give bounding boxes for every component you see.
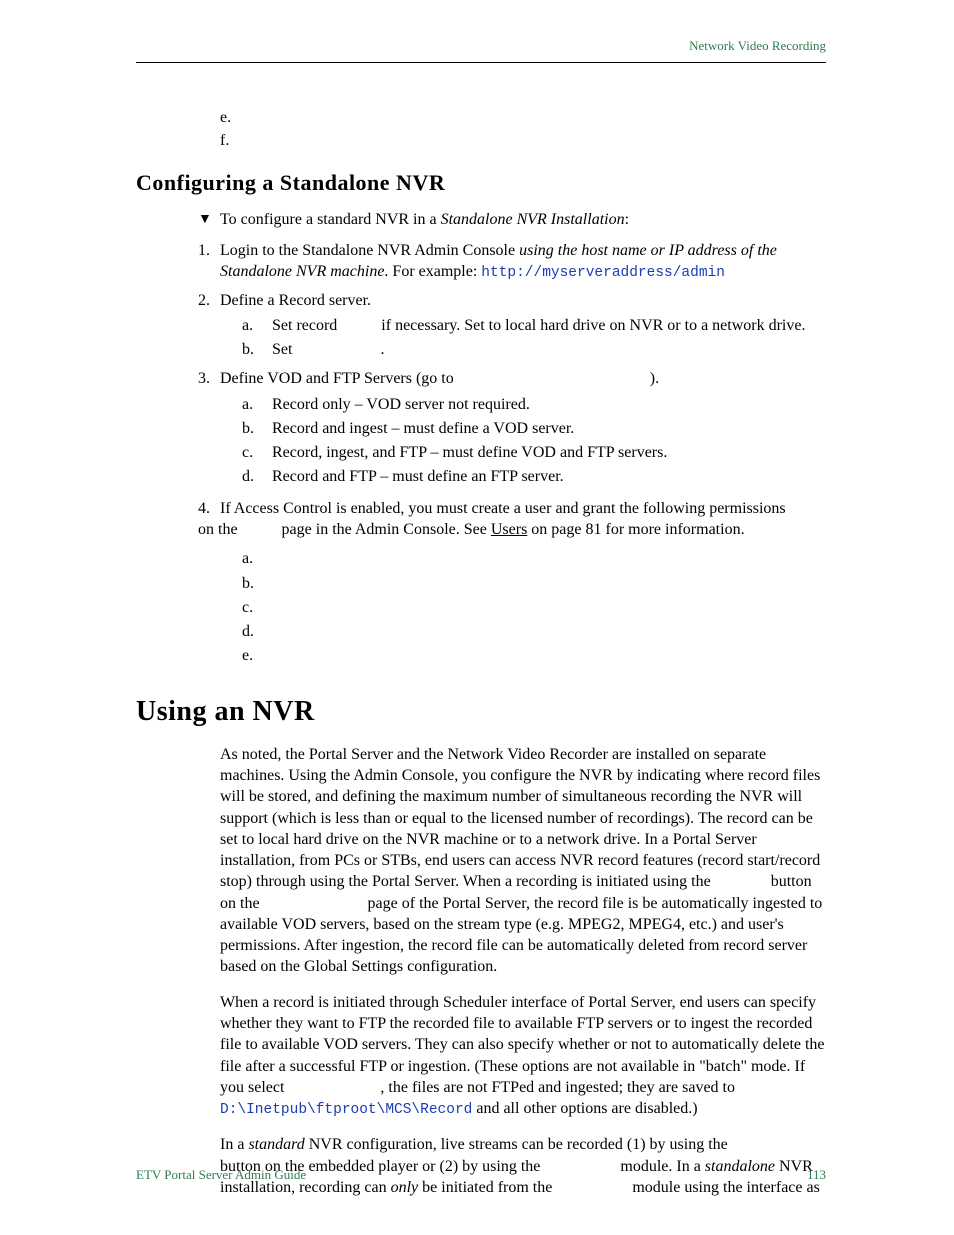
- text: As noted, the Portal Server and the Netw…: [220, 746, 826, 976]
- step4-line2: on the page in the Admin Console. See Us…: [198, 519, 826, 540]
- text: In a: [220, 1136, 248, 1153]
- step-number: 3.: [198, 368, 220, 491]
- alpha-marker: b.: [242, 339, 272, 360]
- paragraph-2: When a record is initiated through Sched…: [220, 992, 826, 1121]
- step-number: 1.: [198, 240, 220, 284]
- step-number: 2.: [198, 290, 220, 365]
- text: To configure a standard NVR in a: [220, 211, 441, 228]
- text: . For example:: [384, 263, 481, 280]
- step3-sublist: a.Record only – VOD server not required.…: [220, 394, 826, 488]
- pre-sub-list: e. f.: [220, 107, 826, 152]
- alpha-marker: e.: [242, 645, 272, 666]
- step-3: 3. Define VOD and FTP Servers (go to ). …: [198, 368, 826, 491]
- step-body: If Access Control is enabled, you must c…: [220, 498, 826, 519]
- url-text: http://myserveraddress/admin: [481, 265, 725, 281]
- footer: ETV Portal Server Admin Guide 113: [136, 1167, 826, 1183]
- step-4: 4. If Access Control is enabled, you mus…: [198, 498, 826, 667]
- alpha-marker: b.: [242, 573, 272, 594]
- list-marker: f.: [220, 130, 248, 151]
- step2-sublist: a.Set record if necessary. Set to local …: [220, 315, 826, 361]
- step-number: 4.: [198, 498, 220, 519]
- paragraph-1: As noted, the Portal Server and the Netw…: [220, 744, 826, 978]
- text: and all other options are disabled.): [472, 1100, 697, 1117]
- text: Define VOD and FTP Servers (go to ).: [220, 370, 659, 387]
- text: Login to the Standalone NVR Admin Consol…: [220, 242, 519, 259]
- page-number: 113: [807, 1167, 826, 1183]
- page: Network Video Recording e. f. Configurin…: [0, 0, 954, 1235]
- text-italic: standard: [248, 1136, 304, 1153]
- alpha-marker: a.: [242, 548, 272, 569]
- list-marker: e.: [220, 107, 248, 128]
- heading-using-nvr-wrap: Using an NVR: [136, 693, 826, 730]
- path-text: D:\Inetpub\ftproot\MCS\Record: [220, 1102, 472, 1118]
- alpha-marker: b.: [242, 418, 272, 439]
- heading-using-nvr: Using an NVR: [136, 693, 826, 730]
- step-body: Define a Record server. a.Set record if …: [220, 290, 826, 365]
- text: When a record is initiated through Sched…: [220, 994, 829, 1096]
- step4-sublist: a. b. c. d. e.: [220, 548, 826, 666]
- intro-text: To configure a standard NVR in a Standal…: [220, 209, 629, 230]
- text: Record and ingest – must define a VOD se…: [272, 418, 574, 439]
- text: Set record if necessary. Set to local ha…: [272, 315, 805, 336]
- procedure-intro: ▼ To configure a standard NVR in a Stand…: [198, 209, 826, 230]
- text: Record and FTP – must define an FTP serv…: [272, 466, 564, 487]
- text: :: [625, 211, 629, 228]
- running-head: Network Video Recording: [136, 38, 826, 62]
- text: Record, ingest, and FTP – must define VO…: [272, 442, 667, 463]
- text: on the page in the Admin Console. See: [198, 521, 491, 538]
- alpha-marker: c.: [242, 597, 272, 618]
- alpha-marker: a.: [242, 315, 272, 336]
- alpha-marker: d.: [242, 621, 272, 642]
- content-area: e. f. Configuring a Standalone NVR ▼ To …: [136, 107, 826, 1198]
- header-rule: [136, 62, 826, 63]
- alpha-marker: d.: [242, 466, 272, 487]
- step-body: Define VOD and FTP Servers (go to ). a.R…: [220, 368, 826, 491]
- heading-configuring: Configuring a Standalone NVR: [136, 168, 826, 197]
- text: Define a Record server.: [220, 292, 371, 309]
- triangle-icon: ▼: [198, 209, 220, 230]
- step-1: 1. Login to the Standalone NVR Admin Con…: [198, 240, 826, 284]
- step-2: 2. Define a Record server. a.Set record …: [198, 290, 826, 365]
- step-body: Login to the Standalone NVR Admin Consol…: [220, 240, 826, 284]
- text: Record only – VOD server not required.: [272, 394, 530, 415]
- text: Set .: [272, 339, 384, 360]
- alpha-marker: a.: [242, 394, 272, 415]
- text: on page 81 for more information.: [527, 521, 744, 538]
- footer-title: ETV Portal Server Admin Guide: [136, 1167, 306, 1183]
- alpha-marker: c.: [242, 442, 272, 463]
- text-italic: Standalone NVR Installation: [441, 211, 625, 228]
- link-users[interactable]: Users: [491, 521, 527, 538]
